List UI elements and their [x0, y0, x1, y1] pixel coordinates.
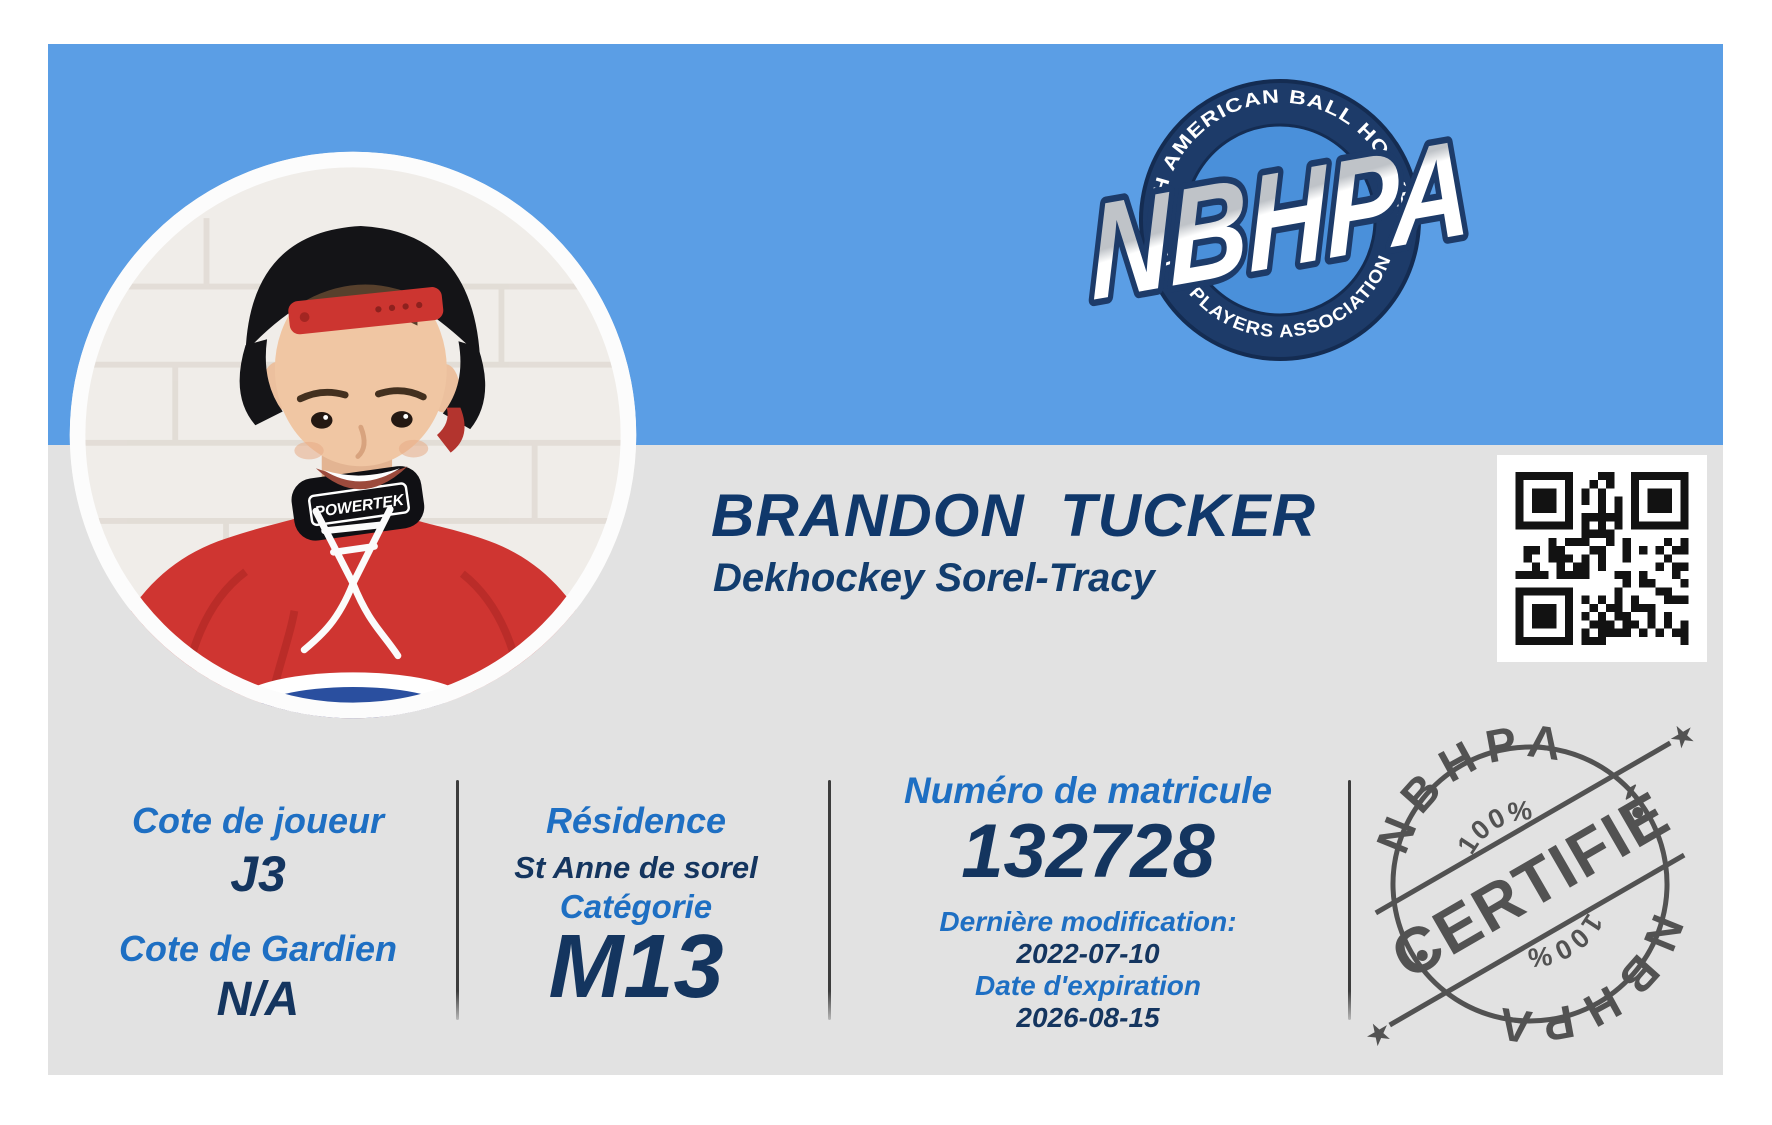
matricule-value: 132728: [961, 809, 1215, 894]
backwards-cap: [239, 225, 486, 453]
expiration-label: Date d'expiration: [974, 970, 1202, 1001]
player-photo: POWERTEK: [60, 142, 646, 728]
nbhpa-logo-icon: NORTH AMERICAN BALL HOCKEY PLAYERS ASSOC…: [1081, 65, 1479, 361]
stamp-dot-left: [1416, 949, 1428, 961]
team-name: Dekhockey Sorel-Tracy: [713, 556, 1155, 600]
divider: [1348, 780, 1351, 1020]
certified-stamp: NBHPA NBHPA 100% 100% ★ ★ CERTIFIÉ: [1341, 677, 1719, 1075]
last-modified-label: Dernière modification:: [939, 906, 1237, 937]
player-rating-value: J3: [230, 846, 286, 902]
cheek-right: [398, 439, 429, 458]
matricule-label: Numéro de matricule: [903, 770, 1273, 811]
cap-side-left: [239, 339, 283, 426]
photo-ring: [69, 151, 637, 719]
category-value: M13: [548, 917, 724, 1017]
logo-ring-outline: [1139, 79, 1421, 361]
player-rating-label: Cote de joueur: [131, 800, 385, 841]
player-name: BRANDON TUCKER: [711, 482, 1316, 549]
last-modified-value: 2022-07-10: [1016, 938, 1160, 969]
qr-code: [1497, 455, 1707, 662]
eyebrows: [296, 387, 427, 403]
qr-pattern: [1515, 472, 1689, 645]
category-label: Catégorie: [559, 888, 713, 925]
player-photo-illustration: POWERTEK: [69, 151, 637, 719]
nbhpa-logo: NORTH AMERICAN BALL HOCKEY PLAYERS ASSOC…: [1078, 62, 1483, 372]
cap-side-right: [442, 341, 486, 430]
cap-inner-red: [436, 407, 465, 453]
player-id-card: POWERTEK: [48, 44, 1723, 1075]
certified-stamp-icon: NBHPA NBHPA 100% 100% ★ ★ CERTIFIÉ: [1341, 677, 1719, 1075]
divider: [828, 780, 831, 1020]
residence-label: Résidence: [545, 800, 727, 841]
stamp-star-left: ★: [1359, 1013, 1399, 1055]
stamp-line-top: [1374, 740, 1672, 916]
stamp-dot-right: [1632, 807, 1644, 819]
jersey-laces: [300, 505, 402, 660]
logo-ring: [1141, 81, 1419, 359]
goalie-rating-value: N/A: [216, 973, 300, 1026]
nose: [355, 424, 367, 459]
divider: [456, 780, 459, 1020]
logo-inner-circle: [1183, 123, 1377, 317]
stamp-line-bottom: [1388, 852, 1686, 1028]
cap-strap: [288, 287, 444, 335]
residence-value: St Anne de sorel: [514, 850, 758, 885]
goalie-rating-label: Cote de Gardien: [118, 928, 398, 969]
expiration-value: 2026-08-15: [1016, 1002, 1160, 1033]
cheek-left: [294, 441, 324, 460]
stamp-ring: [1390, 744, 1670, 1024]
stamp-star-right: ★: [1663, 715, 1703, 757]
smile: [315, 466, 408, 490]
eyes: [311, 411, 413, 429]
